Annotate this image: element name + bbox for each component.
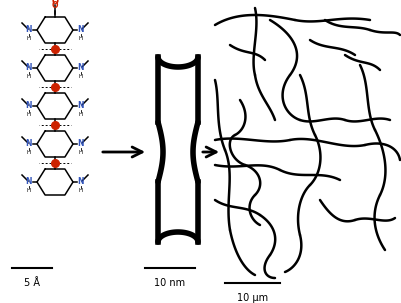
Text: O: O (52, 1, 58, 9)
Text: N: N (78, 25, 84, 35)
Text: H: H (79, 36, 83, 42)
Text: H: H (79, 188, 83, 194)
Text: H: H (27, 36, 31, 42)
Text: N: N (26, 64, 32, 72)
Text: N: N (78, 64, 84, 72)
Text: H: H (27, 188, 31, 194)
Text: H: H (79, 151, 83, 155)
Text: 10 μm: 10 μm (237, 293, 268, 303)
Text: H: H (79, 112, 83, 118)
Text: H: H (27, 75, 31, 79)
Text: H: H (79, 75, 83, 79)
Text: H: H (27, 112, 31, 118)
Text: N: N (78, 139, 84, 148)
Text: N: N (26, 25, 32, 35)
Text: H: H (27, 151, 31, 155)
Text: O: O (51, 0, 59, 5)
Text: 5 Å: 5 Å (24, 278, 40, 288)
Text: N: N (26, 139, 32, 148)
Text: N: N (26, 178, 32, 187)
Text: N: N (78, 178, 84, 187)
Text: 10 nm: 10 nm (154, 278, 186, 288)
Text: N: N (26, 102, 32, 111)
Text: N: N (78, 102, 84, 111)
